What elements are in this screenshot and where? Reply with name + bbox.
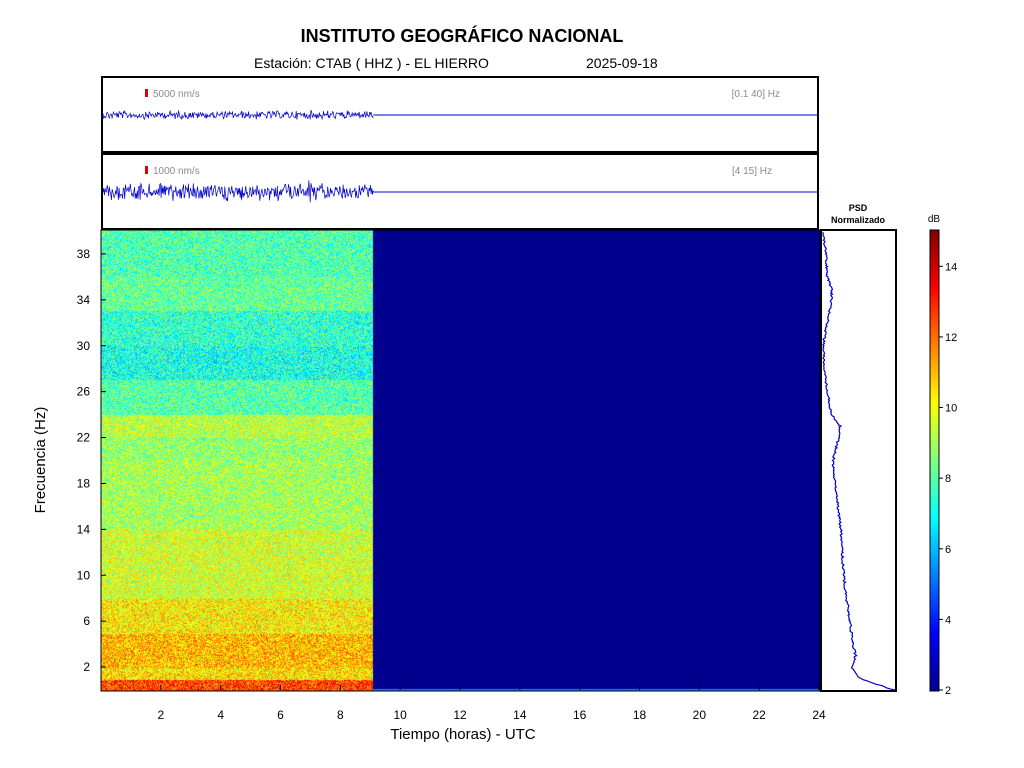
x-tick-label: 12 (453, 708, 467, 722)
seismogram-panel-2: 1000 nm/s [4 15] Hz (101, 153, 819, 230)
page-title: INSTITUTO GEOGRÁFICO NACIONAL (300, 26, 624, 46)
scale-label-1: 5000 nm/s (153, 89, 200, 100)
x-tick-label: 20 (693, 708, 707, 722)
colorbar-tick-label: 8 (945, 473, 951, 485)
colorbar-tick-label: 2 (945, 685, 951, 697)
psd-frame (820, 229, 897, 692)
seismogram-panel-1: 5000 nm/s [0.1 40] Hz (101, 76, 819, 153)
date-label: 2025-09-18 (586, 55, 658, 71)
y-tick-label: 18 (77, 476, 91, 490)
x-tick-label: 10 (393, 708, 407, 722)
x-tick-label: 22 (752, 708, 766, 722)
colorbar-tick-label: 10 (945, 403, 957, 415)
x-tick-label: 4 (217, 708, 224, 722)
x-axis-label: Tiempo (horas) - UTC (390, 726, 535, 743)
y-tick-label: 26 (77, 385, 91, 399)
band-label-1: [0.1 40] Hz (732, 89, 780, 100)
colorbar: dB 2 4 6 8 10 12 14 (928, 214, 957, 697)
y-tick-label: 14 (77, 522, 91, 536)
x-tick-label: 2 (157, 708, 164, 722)
x-tick-label: 16 (573, 708, 587, 722)
colorbar-tick-label: 6 (945, 544, 951, 556)
x-tick-label: 6 (277, 708, 284, 722)
psd-panel: PSD Normalizado (820, 203, 897, 692)
colorbar-tick-label: 4 (945, 614, 951, 626)
psd-title-line-2: Normalizado (831, 215, 886, 225)
scale-marker-2 (145, 166, 148, 174)
y-tick-label: 6 (83, 614, 90, 628)
y-axis-label: Frecuencia (Hz) (32, 407, 49, 514)
x-tick-label: 24 (812, 708, 826, 722)
seismogram-filtered-trace (102, 180, 374, 203)
y-tick-label: 34 (77, 293, 91, 307)
x-tick-label: 8 (337, 708, 344, 722)
spectrogram-panel: 2 4 6 8 10 12 14 16 18 20 22 24 261014182226303438 … (32, 229, 826, 743)
spectrogram-image (101, 230, 820, 691)
x-tick-label: 14 (513, 708, 527, 722)
y-tick-label: 30 (77, 339, 91, 353)
y-tick-label: 2 (83, 660, 90, 674)
station-label: Estación: CTAB ( HHZ ) - EL HIERRO (254, 55, 489, 71)
colorbar-label: dB (928, 214, 941, 225)
scale-label-2: 1000 nm/s (153, 166, 200, 177)
y-tick-label: 22 (77, 431, 91, 445)
psd-title-line-1: PSD (849, 203, 868, 213)
band-label-2: [4 15] Hz (732, 166, 772, 177)
scale-marker-1 (145, 89, 148, 97)
x-tick-label: 18 (633, 708, 647, 722)
y-tick-label: 10 (77, 568, 91, 582)
psd-curve (822, 232, 896, 691)
seismogram-broadband-trace (102, 109, 374, 121)
y-tick-label: 38 (77, 247, 91, 261)
colorbar-tick-label: 12 (945, 332, 957, 344)
colorbar-tick-label: 14 (945, 261, 957, 273)
colorbar-gradient (929, 229, 940, 692)
